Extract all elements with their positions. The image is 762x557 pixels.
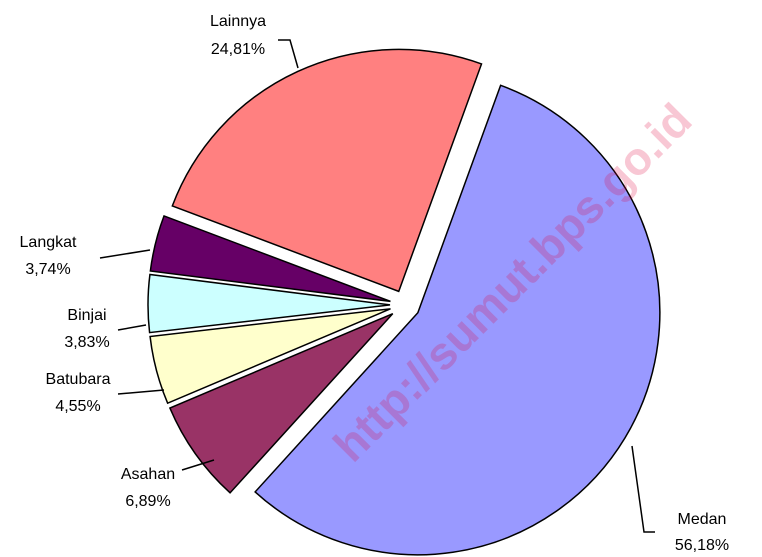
leader-line [99, 249, 151, 259]
pie-slice [149, 214, 391, 303]
leader-line [181, 459, 215, 471]
value-label: 24,81% [211, 41, 265, 58]
leader-line [117, 389, 165, 395]
pie-slice [254, 84, 661, 556]
slice-label: Medan [678, 511, 727, 528]
slice-label: Binjai [67, 307, 106, 324]
value-label: 3,83% [64, 334, 109, 351]
slice-label: Batubara [46, 371, 111, 388]
value-label: 56,18% [675, 537, 729, 554]
slice-label: Langkat [20, 234, 77, 251]
pie-slice [168, 312, 394, 494]
pie-slice [171, 48, 483, 293]
slice-label: Lainnya [210, 13, 266, 30]
labels: Medan 56,18% Asahan 6,89% Batubara 4,55% Binja… [20, 13, 730, 554]
leader-line [117, 324, 147, 331]
value-label: 4,55% [55, 398, 100, 415]
slice-label: Asahan [121, 466, 175, 483]
pie [147, 48, 661, 556]
leader-line [631, 445, 655, 533]
leader-line [278, 39, 299, 69]
value-label: 6,89% [125, 493, 170, 510]
value-label: 3,74% [25, 261, 70, 278]
pie-slice [147, 273, 391, 334]
pie-slice [149, 308, 391, 405]
